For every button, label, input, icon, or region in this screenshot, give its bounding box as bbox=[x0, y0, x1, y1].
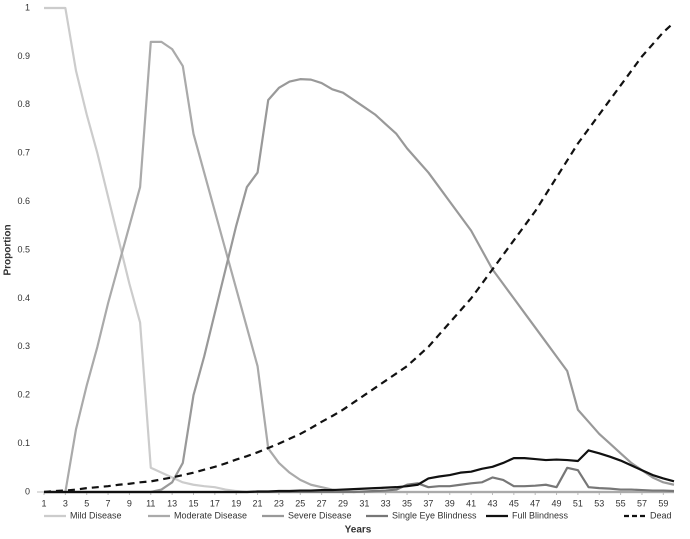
x-tick-label: 33 bbox=[381, 498, 391, 508]
x-tick-label: 47 bbox=[530, 498, 540, 508]
y-tick-label: 0.4 bbox=[17, 293, 30, 303]
y-axis-title: Proportion bbox=[3, 224, 14, 275]
series-line bbox=[44, 6, 674, 494]
y-tick-label: 0.5 bbox=[17, 244, 30, 254]
y-tick-label: 0 bbox=[25, 486, 30, 496]
y-tick-label: 0.9 bbox=[17, 51, 30, 61]
x-tick-label: 53 bbox=[594, 498, 604, 508]
y-tick-label: 0.8 bbox=[17, 99, 30, 109]
x-tick-label: 11 bbox=[146, 498, 155, 508]
x-tick-label: 15 bbox=[188, 498, 198, 508]
x-axis-title: Years bbox=[345, 525, 372, 536]
x-tick-label: 1 bbox=[41, 498, 46, 508]
y-tick-label: 0.6 bbox=[17, 196, 30, 206]
x-tick-label: 9 bbox=[127, 498, 132, 508]
x-tick-label: 37 bbox=[423, 498, 433, 508]
x-tick-label: 45 bbox=[509, 498, 519, 508]
y-tick-label: 1 bbox=[25, 2, 30, 12]
x-tick-label: 27 bbox=[317, 498, 327, 508]
x-tick-label: 43 bbox=[487, 498, 497, 508]
x-tick-label: 13 bbox=[167, 498, 177, 508]
legend-label: Severe Disease bbox=[288, 510, 352, 520]
series-line bbox=[44, 40, 674, 494]
x-tick-label: 7 bbox=[106, 498, 111, 508]
x-tick-label: 3 bbox=[63, 498, 68, 508]
x-tick-label: 21 bbox=[253, 498, 263, 508]
series-line bbox=[44, 449, 675, 494]
legend-label: Dead bbox=[650, 510, 672, 520]
legend-label: Full Blindness bbox=[512, 510, 569, 520]
x-tick-label: 55 bbox=[616, 498, 626, 508]
y-tick-label: 0.2 bbox=[17, 390, 30, 400]
x-tick-label: 23 bbox=[274, 498, 284, 508]
y-tick-label: 0.3 bbox=[17, 341, 30, 351]
x-tick-label: 19 bbox=[231, 498, 241, 508]
x-tick-label: 59 bbox=[658, 498, 668, 508]
x-tick-label: 41 bbox=[466, 498, 476, 508]
x-tick-label: 5 bbox=[84, 498, 89, 508]
x-tick-label: 29 bbox=[338, 498, 348, 508]
x-tick-label: 39 bbox=[445, 498, 455, 508]
legend-label: Single Eye Blindness bbox=[392, 510, 477, 520]
series-line bbox=[43, 21, 675, 494]
x-tick-label: 51 bbox=[573, 498, 583, 508]
y-tick-label: 0.7 bbox=[17, 148, 30, 158]
x-tick-label: 31 bbox=[359, 498, 369, 508]
legend-label: Mild Disease bbox=[70, 510, 122, 520]
legend-label: Moderate Disease bbox=[174, 510, 247, 520]
x-tick-label: 35 bbox=[402, 498, 412, 508]
x-tick-label: 49 bbox=[552, 498, 562, 508]
x-tick-label: 17 bbox=[210, 498, 220, 508]
y-tick-label: 0.1 bbox=[17, 438, 30, 448]
x-tick-label: 57 bbox=[637, 498, 647, 508]
x-tick-label: 25 bbox=[295, 498, 305, 508]
